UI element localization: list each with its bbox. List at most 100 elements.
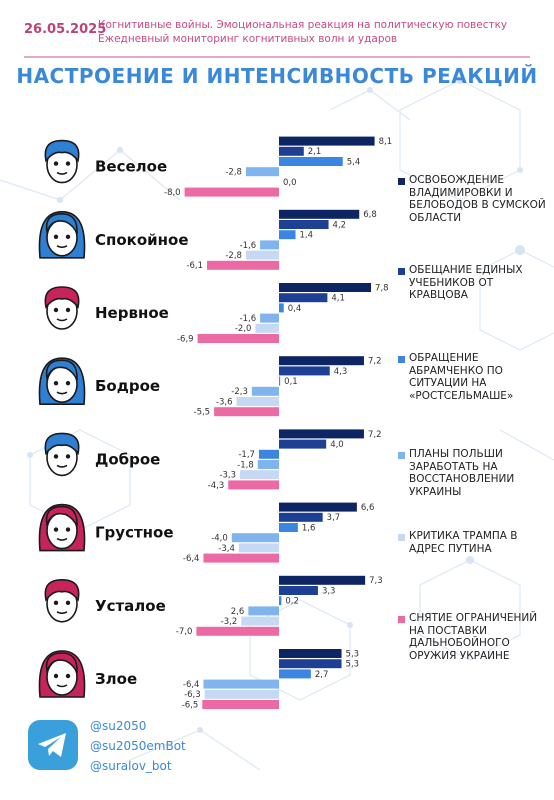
page-title: НАСТРОЕНИЕ И ИНТЕНСИВНОСТЬ РЕАКЦИЙ	[16, 64, 538, 88]
bar	[279, 283, 372, 292]
bar	[196, 626, 279, 636]
bar	[236, 397, 279, 406]
bar	[279, 366, 330, 376]
data-label: 0,0	[283, 178, 297, 188]
bar	[245, 167, 279, 177]
chart-legend: Освобождение Владимировки и Белободов в …	[398, 0, 548, 800]
category-label: Усталое	[95, 597, 166, 615]
data-label: -6,3	[184, 690, 201, 700]
bar	[279, 586, 318, 595]
bar	[279, 209, 360, 219]
data-label: 7,8	[375, 283, 389, 293]
data-label: -5,5	[194, 408, 211, 418]
bar	[279, 659, 342, 669]
handle-link[interactable]: @su2050emBot	[90, 739, 186, 753]
bar	[257, 460, 279, 469]
bar	[240, 470, 279, 480]
legend-swatch	[398, 268, 405, 275]
category-label: Спокойное	[95, 231, 189, 249]
legend-label: Критика Трампа в адрес Путина	[409, 530, 518, 555]
category-label: Грустное	[95, 524, 174, 542]
person-icon	[44, 139, 80, 184]
handle-link[interactable]: @suralov_bot	[90, 759, 172, 773]
bar	[279, 293, 328, 303]
data-label: -2,8	[225, 168, 242, 178]
category-label: Бодрое	[95, 377, 160, 395]
bar	[241, 616, 279, 626]
data-label: 4,1	[331, 294, 345, 304]
bar	[279, 136, 375, 146]
legend-swatch	[398, 178, 405, 185]
person-icon	[44, 578, 80, 623]
data-label: -1,7	[238, 450, 255, 460]
data-label: -3,6	[216, 397, 233, 407]
data-label: 6,6	[361, 503, 375, 513]
report-date: 26.05.2025	[24, 22, 107, 37]
bar	[279, 376, 281, 386]
bar	[258, 449, 279, 459]
legend-label: Обещание единых учебников от Кравцова	[409, 264, 523, 301]
data-label: -2,0	[235, 324, 252, 334]
legend-label: Планы Польши заработать на восстановлени…	[409, 448, 515, 498]
data-label: -2,3	[231, 387, 248, 397]
legend-item: Обещание единых учебников от Кравцова	[398, 264, 548, 302]
legend-item: Критика Трампа в адрес Путина	[398, 530, 548, 555]
paper-plane-icon	[38, 733, 66, 757]
data-label: 1,6	[302, 523, 316, 533]
data-label: -4,3	[208, 481, 225, 491]
data-label: 6,8	[363, 210, 377, 220]
bar	[279, 649, 342, 658]
data-label: -6,1	[186, 261, 203, 271]
data-label: -1,6	[240, 241, 257, 251]
handle-link[interactable]: @su2050	[90, 719, 147, 733]
bar	[248, 606, 279, 616]
legend-label: Освобождение Владимировки и Белободов в …	[409, 174, 546, 224]
data-label: 4,2	[333, 220, 347, 230]
bar	[260, 313, 279, 323]
bar	[184, 187, 279, 197]
bar	[255, 323, 279, 333]
bar	[202, 700, 279, 709]
bar	[260, 240, 279, 250]
bar	[214, 407, 279, 417]
bar	[197, 334, 279, 343]
bar	[203, 553, 279, 563]
handle-list: @su2050 @su2050emBot @suralov_bot	[90, 716, 186, 776]
telegram-icon[interactable]	[28, 720, 78, 770]
bar	[279, 356, 364, 366]
data-label: -6,4	[183, 554, 200, 564]
footer: @su2050 @su2050emBot @suralov_bot	[28, 712, 328, 782]
bar	[279, 429, 364, 439]
person-icon	[38, 503, 86, 552]
data-label: -1,8	[237, 460, 254, 470]
subtitle-line-1: Когнитивные войны. Эмоциональная реакция…	[98, 19, 508, 31]
data-label: 5,3	[346, 660, 360, 670]
bar	[245, 250, 279, 260]
legend-label: Обращение Абрамченко по ситуации на «Рос…	[409, 352, 514, 402]
person-icon	[38, 210, 86, 259]
bar	[279, 502, 357, 512]
legend-swatch	[398, 452, 405, 459]
data-label: 4,0	[330, 440, 344, 450]
legend-item: Снятие ограничений на поставки дальнобой…	[398, 612, 548, 662]
data-label: 3,7	[327, 513, 341, 523]
legend-swatch	[398, 534, 405, 541]
bar	[279, 596, 282, 606]
data-label: -3,2	[221, 617, 238, 627]
subtitle-line-2: Ежедневный мониторинг когнитивных волн и…	[98, 33, 398, 45]
legend-item: Планы Польши заработать на восстановлени…	[398, 448, 548, 498]
data-label: 7,2	[368, 430, 382, 440]
data-label: -3,4	[218, 544, 235, 554]
data-label: 0,4	[288, 304, 302, 314]
data-label: -2,8	[225, 251, 242, 261]
person-icon	[44, 432, 80, 477]
data-label: 7,2	[368, 357, 382, 367]
bar	[231, 533, 279, 543]
legend-item: Обращение Абрамченко по ситуации на «Рос…	[398, 352, 548, 402]
data-label: -1,6	[240, 314, 257, 324]
category-label: Доброе	[95, 450, 160, 468]
bar	[279, 439, 327, 449]
bar	[204, 689, 279, 699]
bar	[279, 220, 329, 229]
person-icon	[44, 286, 80, 330]
